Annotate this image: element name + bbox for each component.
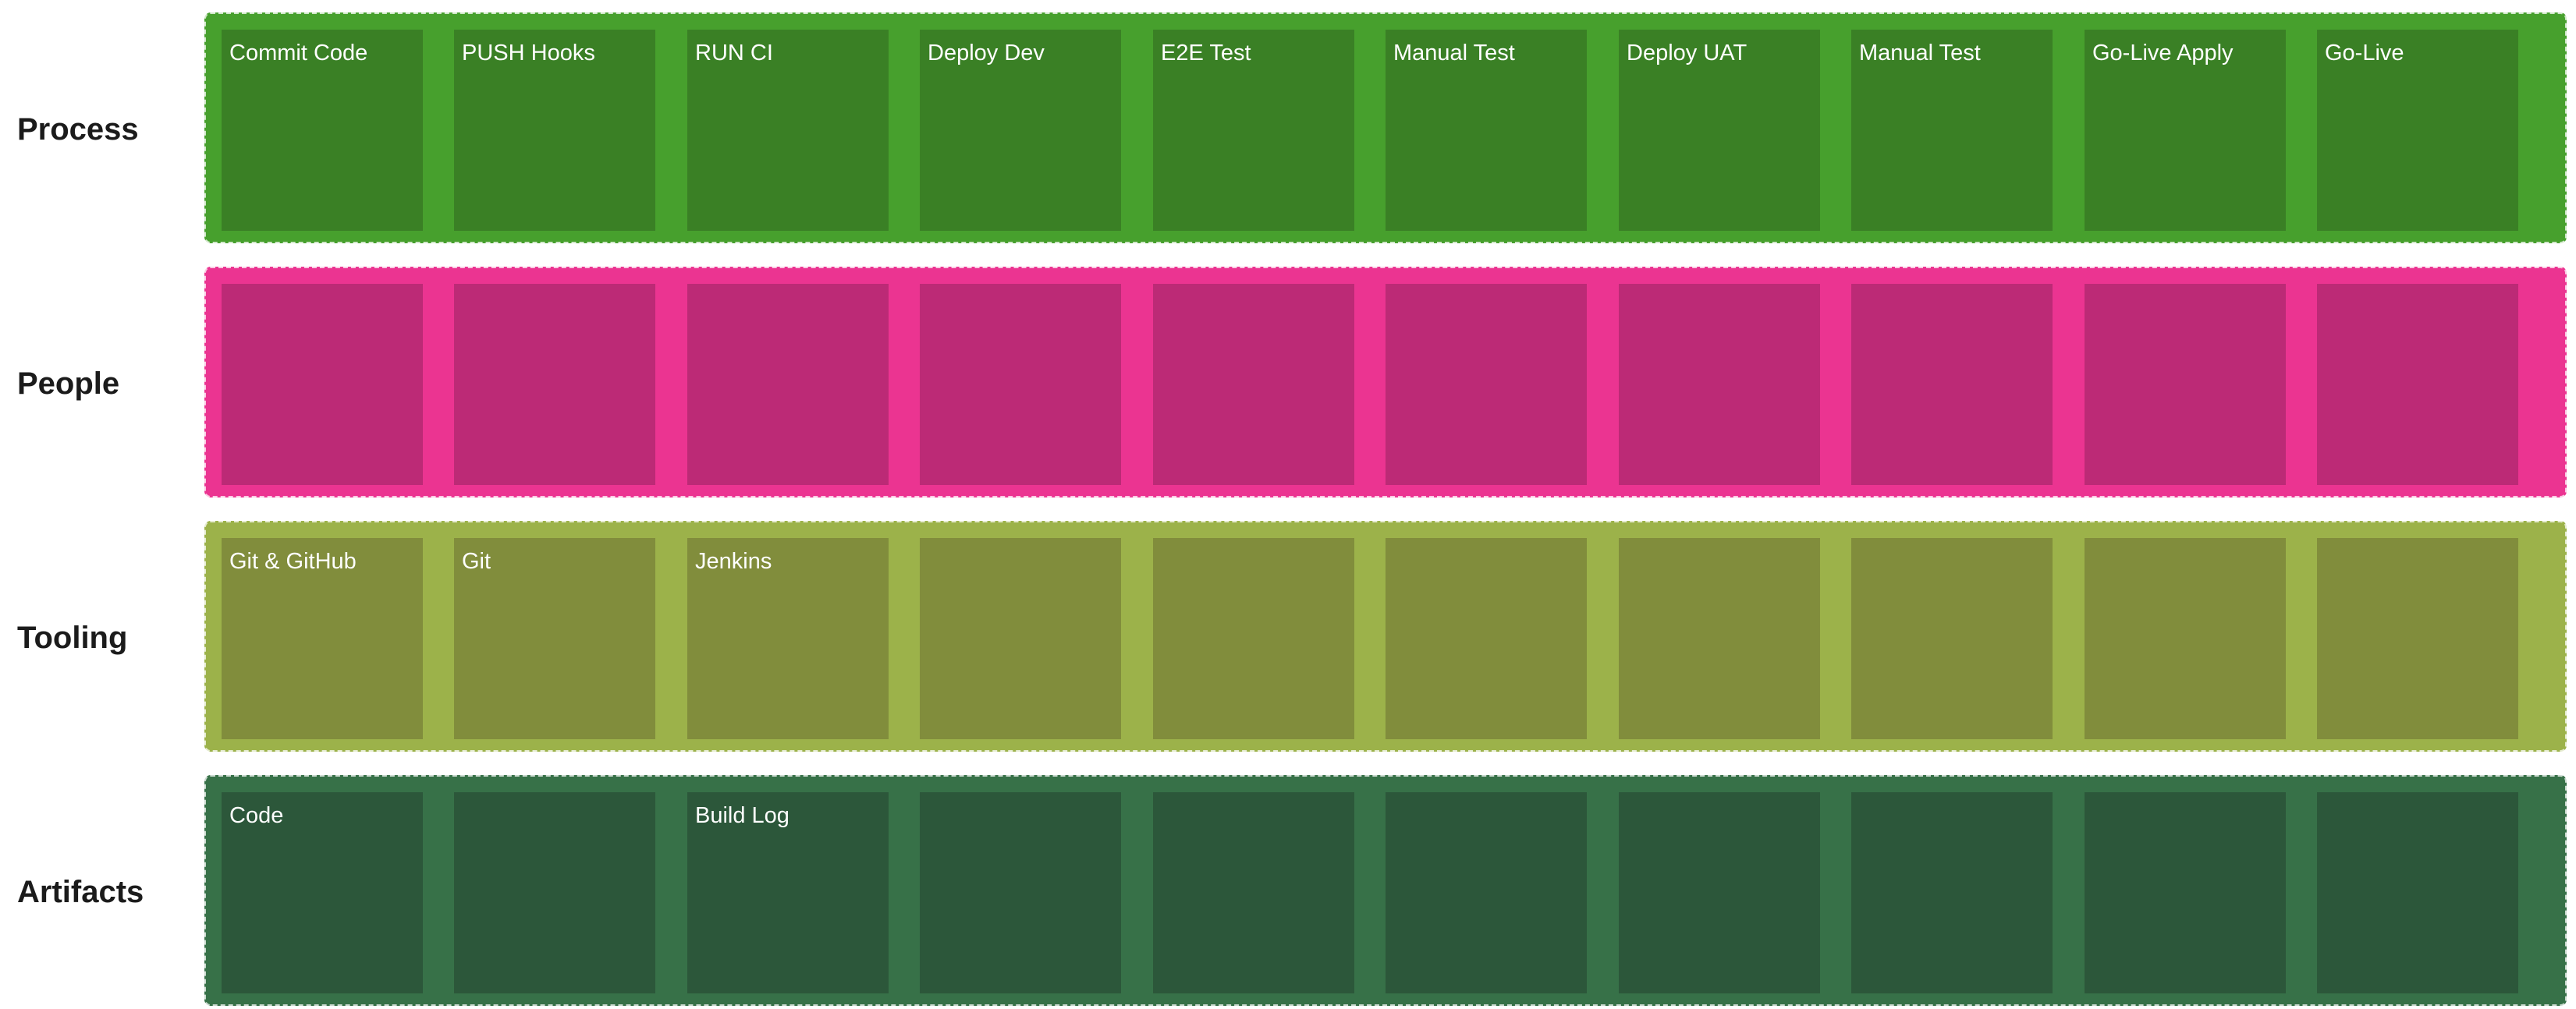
card-people-10[interactable] — [2317, 284, 2518, 485]
card-artifacts-7[interactable] — [1619, 792, 1820, 993]
card-process-9[interactable]: Go-Live Apply — [2085, 30, 2286, 231]
card-tooling-4[interactable] — [920, 538, 1121, 739]
lane-band-people — [204, 267, 2567, 497]
lane-label-tooling: Tooling — [17, 620, 128, 655]
lane-label-process: Process — [17, 112, 139, 147]
card-artifacts-6[interactable] — [1386, 792, 1587, 993]
card-people-5[interactable] — [1153, 284, 1354, 485]
lane-people: People — [0, 267, 2576, 501]
card-tooling-1[interactable]: Git & GitHub — [222, 538, 423, 739]
lane-artifacts: Artifacts Code Build Log — [0, 775, 2576, 1009]
card-people-1[interactable] — [222, 284, 423, 485]
card-process-7[interactable]: Deploy UAT — [1619, 30, 1820, 231]
card-tooling-5[interactable] — [1153, 538, 1354, 739]
lane-band-process: Commit Code PUSH Hooks RUN CI Deploy Dev… — [204, 12, 2567, 243]
lane-band-tooling: Git & GitHub Git Jenkins — [204, 521, 2567, 752]
lane-process: Process Commit Code PUSH Hooks RUN CI De… — [0, 12, 2576, 246]
card-artifacts-10[interactable] — [2317, 792, 2518, 993]
card-tooling-10[interactable] — [2317, 538, 2518, 739]
card-process-4[interactable]: Deploy Dev — [920, 30, 1121, 231]
card-people-2[interactable] — [454, 284, 655, 485]
card-process-6[interactable]: Manual Test — [1386, 30, 1587, 231]
card-artifacts-3[interactable]: Build Log — [687, 792, 889, 993]
card-artifacts-8[interactable] — [1851, 792, 2053, 993]
lane-label-people: People — [17, 366, 120, 401]
card-people-6[interactable] — [1386, 284, 1587, 485]
card-artifacts-9[interactable] — [2085, 792, 2286, 993]
card-artifacts-5[interactable] — [1153, 792, 1354, 993]
card-people-3[interactable] — [687, 284, 889, 485]
card-tooling-8[interactable] — [1851, 538, 2053, 739]
lane-band-artifacts: Code Build Log — [204, 775, 2567, 1006]
card-people-9[interactable] — [2085, 284, 2286, 485]
card-artifacts-2[interactable] — [454, 792, 655, 993]
lane-label-artifacts: Artifacts — [17, 874, 144, 909]
card-tooling-2[interactable]: Git — [454, 538, 655, 739]
card-artifacts-1[interactable]: Code — [222, 792, 423, 993]
card-process-8[interactable]: Manual Test — [1851, 30, 2053, 231]
card-people-8[interactable] — [1851, 284, 2053, 485]
card-process-3[interactable]: RUN CI — [687, 30, 889, 231]
card-tooling-3[interactable]: Jenkins — [687, 538, 889, 739]
card-people-7[interactable] — [1619, 284, 1820, 485]
card-tooling-7[interactable] — [1619, 538, 1820, 739]
card-process-1[interactable]: Commit Code — [222, 30, 423, 231]
card-people-4[interactable] — [920, 284, 1121, 485]
lane-tooling: Tooling Git & GitHub Git Jenkins — [0, 521, 2576, 755]
card-tooling-9[interactable] — [2085, 538, 2286, 739]
card-process-5[interactable]: E2E Test — [1153, 30, 1354, 231]
card-tooling-6[interactable] — [1386, 538, 1587, 739]
card-artifacts-4[interactable] — [920, 792, 1121, 993]
card-process-10[interactable]: Go-Live — [2317, 30, 2518, 231]
card-process-2[interactable]: PUSH Hooks — [454, 30, 655, 231]
